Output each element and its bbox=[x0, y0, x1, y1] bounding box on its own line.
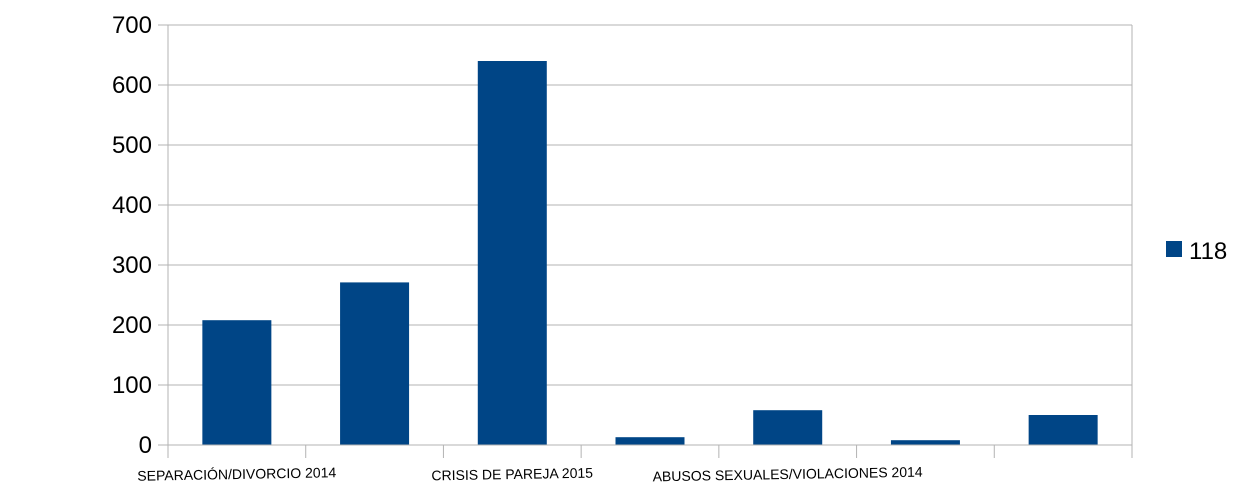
y-axis-ticks: 0 100 200 300 400 500 600 700 bbox=[112, 12, 152, 459]
y-tick-label: 500 bbox=[112, 132, 152, 159]
x-tick-label: CRISIS DE PAREJA 2015 bbox=[431, 465, 593, 484]
y-tick-label: 0 bbox=[139, 432, 152, 459]
x-axis-ticks: SEPARACIÓN/DIVORCIO 2014 CRISIS DE PAREJA… bbox=[137, 464, 923, 484]
y-tick-label: 600 bbox=[112, 72, 152, 99]
bar bbox=[615, 437, 685, 445]
x-tick-label: SEPARACIÓN/DIVORCIO 2014 bbox=[137, 464, 336, 483]
x-tick-label: ABUSOS SEXUALES/VIOLACIONES 2014 bbox=[653, 464, 923, 484]
bars bbox=[202, 61, 1098, 445]
legend: 118 bbox=[1166, 238, 1227, 265]
y-tick-label: 200 bbox=[112, 312, 152, 339]
y-tick-label: 400 bbox=[112, 192, 152, 219]
x-axis bbox=[158, 444, 1133, 458]
bar bbox=[753, 410, 823, 445]
y-tick-label: 700 bbox=[112, 12, 152, 39]
y-tick-label: 300 bbox=[112, 252, 152, 279]
legend-label: 118 bbox=[1189, 238, 1227, 265]
bar bbox=[202, 320, 272, 445]
bar bbox=[340, 282, 410, 445]
bar bbox=[477, 61, 547, 445]
y-tick-label: 100 bbox=[112, 372, 152, 399]
bar bbox=[890, 440, 960, 445]
grid-lines bbox=[158, 24, 1133, 446]
legend-swatch bbox=[1166, 241, 1182, 257]
bar bbox=[1028, 415, 1098, 445]
